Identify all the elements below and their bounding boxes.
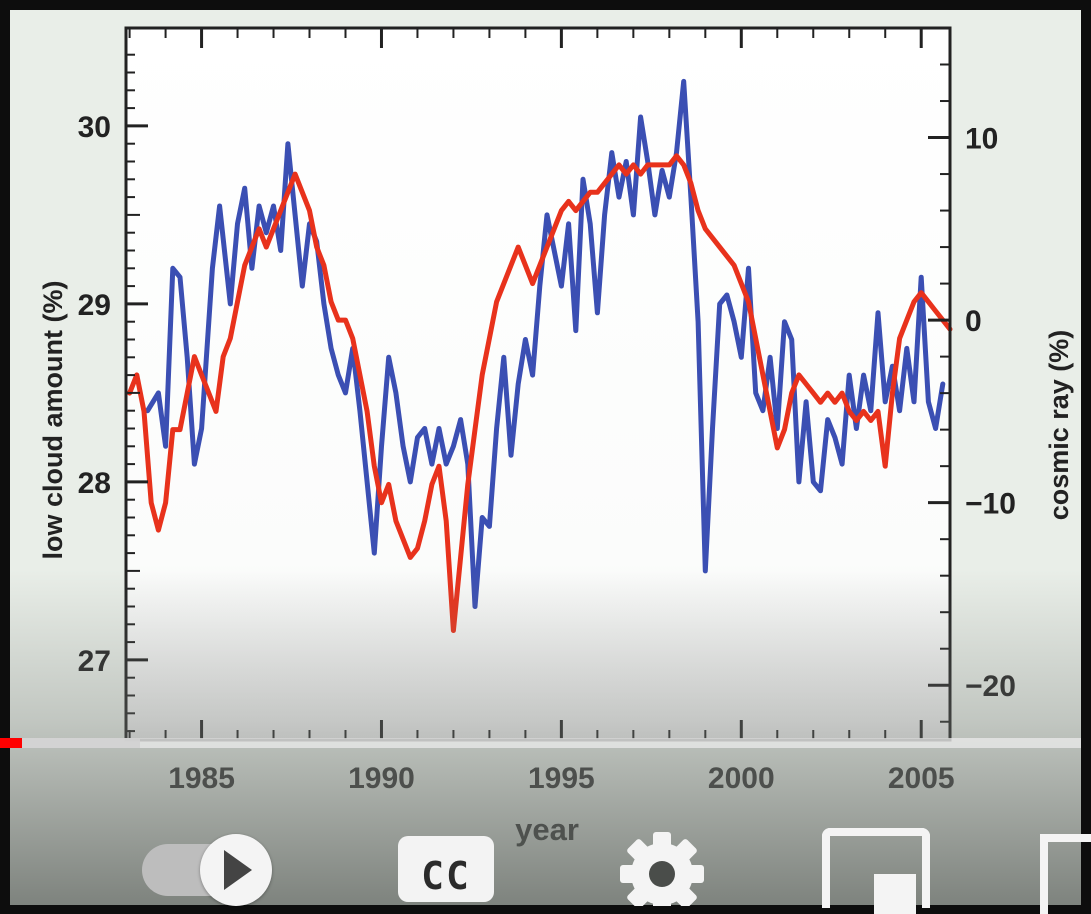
progress-bar[interactable] (0, 738, 1081, 748)
captions-icon: CC (421, 854, 471, 898)
captions-button[interactable]: CC (398, 836, 494, 902)
progress-played (0, 738, 22, 748)
y-tick-label: 30 (78, 111, 111, 144)
x-tick-label: 2005 (888, 762, 955, 795)
series-group (127, 78, 953, 633)
chart: 1985 1990 1995 2000 2005 27 28 29 30 −20 −10 0 10 ye… (38, 26, 1074, 847)
autoplay-knob (200, 834, 272, 906)
y2-axis-label: cosmic ray (%) (1044, 330, 1074, 521)
y-tick-label: 29 (78, 289, 111, 322)
miniplayer-button[interactable] (822, 828, 930, 914)
play-icon (224, 850, 252, 890)
cosmic-ray-line (127, 153, 953, 633)
plot-area (126, 28, 950, 740)
x-tick-label: 1995 (528, 762, 595, 795)
x-tick-label: 2000 (708, 762, 775, 795)
video-frame: 1985 1990 1995 2000 2005 27 28 29 30 −20 −10 0 10 ye… (10, 10, 1081, 905)
settings-button[interactable] (612, 826, 712, 914)
y-tick-label: 28 (78, 467, 111, 500)
y2-tick-label: 10 (965, 123, 998, 156)
x-tick-label: 1985 (168, 762, 235, 795)
y2-tick-label: 0 (965, 305, 982, 338)
x-axis-label: year (515, 812, 579, 847)
gear-icon (620, 832, 704, 914)
miniplayer-icon (874, 874, 916, 914)
autoplay-toggle[interactable] (142, 834, 272, 906)
y-tick-label: 27 (78, 645, 111, 678)
fullscreen-icon[interactable] (1040, 834, 1091, 914)
y2-tick-label: −20 (965, 670, 1016, 703)
x-tick-label: 1990 (348, 762, 415, 795)
y2-tick-label: −10 (965, 488, 1016, 521)
y-axis-label: low cloud amount (%) (38, 281, 68, 560)
progress-buffer (0, 738, 140, 748)
